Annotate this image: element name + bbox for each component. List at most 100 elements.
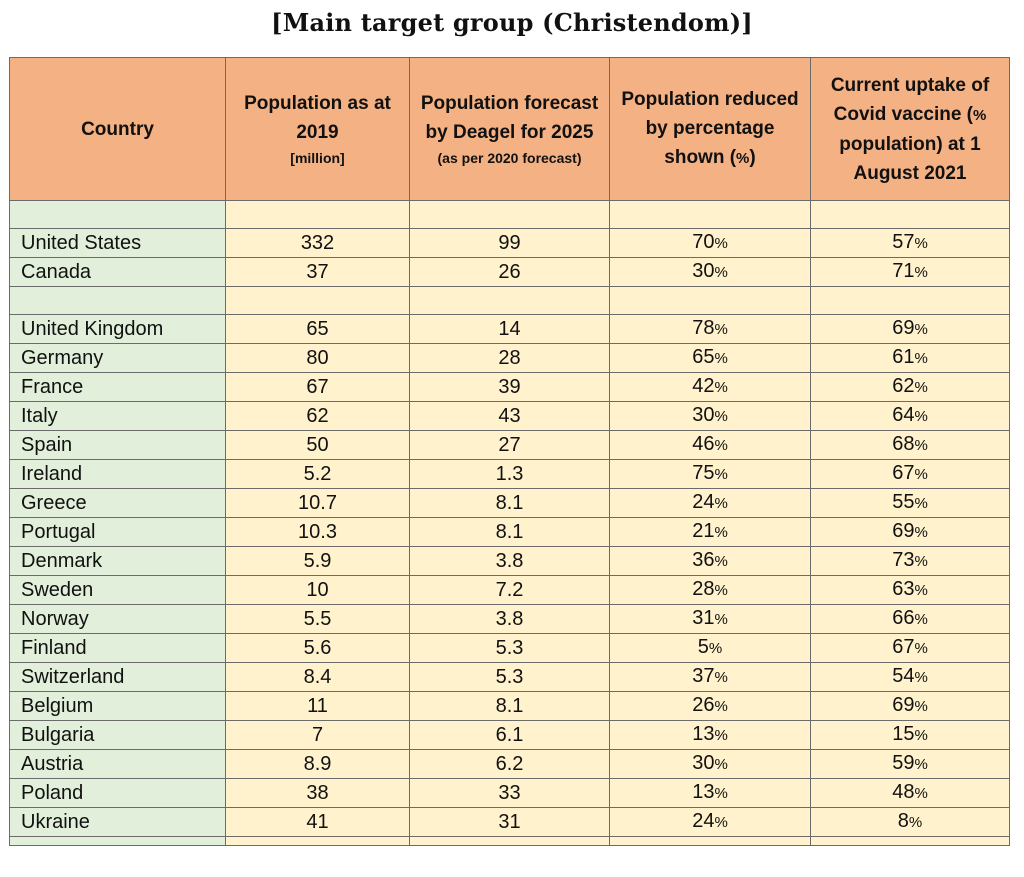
population-2019-cell: 5.5 (225, 604, 410, 635)
table-row: Ukraine 41 31 24% 8% (9, 807, 1010, 838)
spacer-row (9, 199, 1010, 230)
population-2019-cell: 62 (225, 401, 410, 432)
percent-sign: % (714, 582, 728, 600)
reduced-percent-cell: 30% (609, 749, 811, 780)
percent-sign: % (914, 553, 928, 571)
header-population-reduced: Population reduced by percentage shown (… (609, 57, 811, 201)
table-row: Austria 8.9 6.2 30% 59% (9, 749, 1010, 780)
uptake-percent-cell: 62% (810, 372, 1010, 403)
population-table: Country Population as at 2019 [million] … (9, 57, 1010, 847)
table-row: Portugal 10.3 8.1 21% 69% (9, 517, 1010, 548)
percent-sign: % (914, 235, 928, 253)
forecast-2025-cell: 8.1 (409, 691, 610, 722)
reduced-percent-cell: 21% (609, 517, 811, 548)
population-2019-cell: 11 (225, 691, 410, 722)
forecast-2025-cell: 8.1 (409, 517, 610, 548)
empty-cell (609, 286, 811, 316)
country-cell: France (9, 372, 226, 403)
population-2019-cell: 37 (225, 257, 410, 288)
reduced-percent-cell: 78% (609, 314, 811, 345)
empty-cell (609, 836, 811, 847)
reduced-percent-cell: 37% (609, 662, 811, 693)
percent-sign: % (714, 611, 728, 629)
reduced-percent-cell: 46% (609, 430, 811, 461)
percent-sign: % (714, 235, 728, 253)
population-2019-cell: 5.6 (225, 633, 410, 664)
empty-cell (810, 286, 1010, 316)
percent-sign: % (914, 611, 928, 629)
country-cell: Portugal (9, 517, 226, 548)
country-cell: Belgium (9, 691, 226, 722)
empty-cell (609, 199, 811, 230)
reduced-percent-cell: 42% (609, 372, 811, 403)
population-2019-cell: 67 (225, 372, 410, 403)
forecast-2025-cell: 1.3 (409, 459, 610, 490)
country-cell: Poland (9, 778, 226, 809)
population-2019-cell: 332 (225, 228, 410, 259)
uptake-percent-cell: 59% (810, 749, 1010, 780)
country-cell: United States (9, 228, 226, 259)
population-2019-cell: 5.2 (225, 459, 410, 490)
table-row: Greece 10.7 8.1 24% 55% (9, 488, 1010, 519)
table-row: United States 332 99 70% 57% (9, 228, 1010, 259)
percent-sign: % (914, 264, 928, 282)
percent-sign: % (714, 524, 728, 542)
table-row: Norway 5.5 3.8 31% 66% (9, 604, 1010, 635)
percent-sign: % (714, 727, 728, 745)
percent-sign: % (714, 785, 728, 803)
uptake-percent-cell: 69% (810, 314, 1010, 345)
percent-sign: % (714, 814, 728, 832)
reduced-percent-cell: 30% (609, 401, 811, 432)
empty-cell (225, 199, 410, 230)
table-row: Poland 38 33 13% 48% (9, 778, 1010, 809)
percent-sign: % (914, 466, 928, 484)
reduced-percent-cell: 13% (609, 720, 811, 751)
population-2019-cell: 8.4 (225, 662, 410, 693)
percent-sign: % (914, 321, 928, 339)
percent-sign: % (714, 466, 728, 484)
empty-cell (9, 836, 226, 847)
reduced-percent-cell: 28% (609, 575, 811, 606)
percent-sign: % (714, 495, 728, 513)
forecast-2025-cell: 27 (409, 430, 610, 461)
forecast-2025-cell: 3.8 (409, 604, 610, 635)
reduced-percent-cell: 5% (609, 633, 811, 664)
percent-sign: % (714, 553, 728, 571)
header-population-2019: Population as at 2019 [million] (225, 57, 410, 201)
spacer-row (9, 836, 1010, 847)
percent-sign: % (914, 698, 928, 716)
uptake-percent-cell: 67% (810, 459, 1010, 490)
percent-sign: % (708, 640, 723, 658)
reduced-percent-cell: 65% (609, 343, 811, 374)
country-cell: Canada (9, 257, 226, 288)
table-row: Canada 37 26 30% 71% (9, 257, 1010, 288)
empty-cell (409, 199, 610, 230)
reduced-percent-cell: 26% (609, 691, 811, 722)
table-row: Belgium 11 8.1 26% 69% (9, 691, 1010, 722)
percent-sign: % (908, 814, 923, 832)
uptake-percent-cell: 61% (810, 343, 1010, 374)
percent-sign: % (914, 524, 928, 542)
uptake-percent-cell: 57% (810, 228, 1010, 259)
table-row: United Kingdom 65 14 78% 69% (9, 314, 1010, 345)
empty-cell (225, 286, 410, 316)
table-row: Switzerland 8.4 5.3 37% 54% (9, 662, 1010, 693)
country-cell: Norway (9, 604, 226, 635)
country-cell: Italy (9, 401, 226, 432)
population-2019-cell: 8.9 (225, 749, 410, 780)
reduced-percent-cell: 24% (609, 488, 811, 519)
table-row: Denmark 5.9 3.8 36% 73% (9, 546, 1010, 577)
reduced-percent-cell: 24% (609, 807, 811, 838)
forecast-2025-cell: 31 (409, 807, 610, 838)
empty-cell (225, 836, 410, 847)
table-body: United States 332 99 70% 57% Canada 37 26 30% 71%… (9, 199, 1010, 847)
header-vaccine-uptake: Current uptake of Covid vaccine (% popul… (810, 57, 1010, 201)
country-cell: Sweden (9, 575, 226, 606)
uptake-percent-cell: 15% (810, 720, 1010, 751)
percent-sign: % (914, 640, 928, 658)
uptake-percent-cell: 54% (810, 662, 1010, 693)
uptake-percent-cell: 69% (810, 517, 1010, 548)
forecast-2025-cell: 26 (409, 257, 610, 288)
reduced-percent-cell: 70% (609, 228, 811, 259)
forecast-2025-cell: 6.2 (409, 749, 610, 780)
